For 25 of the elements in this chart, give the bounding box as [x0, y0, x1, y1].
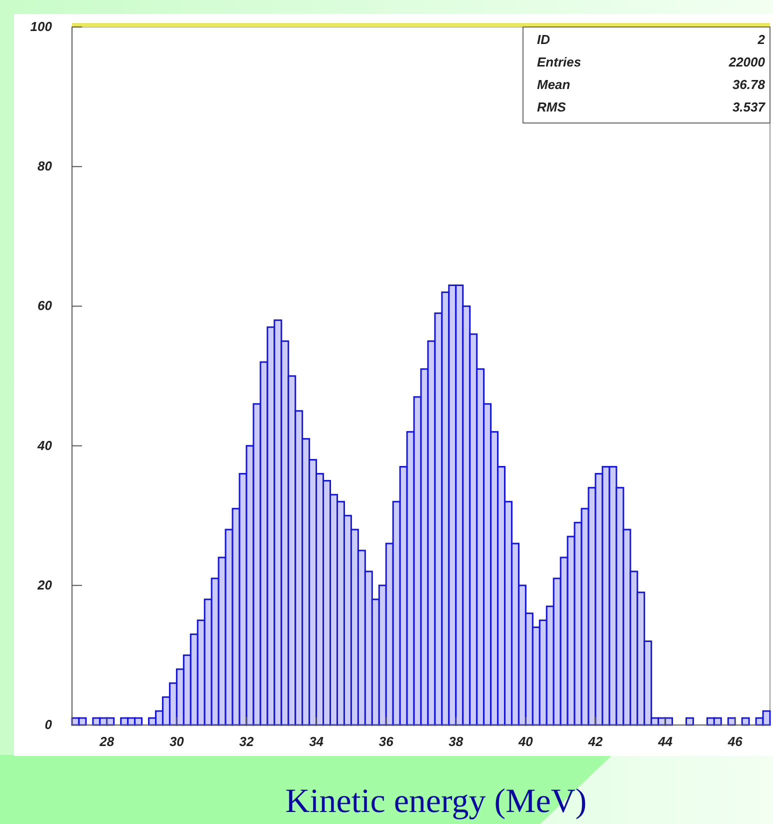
y-tick-label: 100 — [30, 19, 53, 34]
x-tick-label: 46 — [726, 734, 744, 749]
x-tick-label: 44 — [657, 734, 674, 749]
annotation: 3.537 — [732, 100, 766, 114]
annotation: Mean — [537, 77, 570, 92]
annotation: RMS — [537, 100, 566, 114]
annotation: 2 — [756, 32, 766, 47]
x-tick-label: 34 — [309, 734, 324, 749]
y-tick-label: 20 — [36, 577, 53, 592]
x-axis-title: Kinetic energy (MeV) — [285, 783, 587, 820]
annotation: 36.78 — [732, 77, 766, 92]
y-tick-label: 0 — [44, 717, 53, 732]
x-tick-label: 30 — [169, 734, 185, 749]
x-tick-label: 36 — [378, 734, 394, 749]
x-tick-label: 42 — [587, 734, 604, 749]
annotation: ID — [537, 32, 551, 47]
x-tick-label: 40 — [517, 734, 534, 749]
x-tick-label: 32 — [239, 734, 254, 749]
annotation: 22000 — [728, 54, 766, 70]
annotation: Entries — [537, 54, 582, 70]
x-tick-label: 28 — [98, 734, 115, 749]
y-tick-label: 80 — [38, 158, 53, 174]
y-tick-label: 60 — [38, 298, 53, 314]
x-tick-label: 38 — [448, 734, 464, 749]
y-tick-label: 40 — [36, 438, 53, 453]
